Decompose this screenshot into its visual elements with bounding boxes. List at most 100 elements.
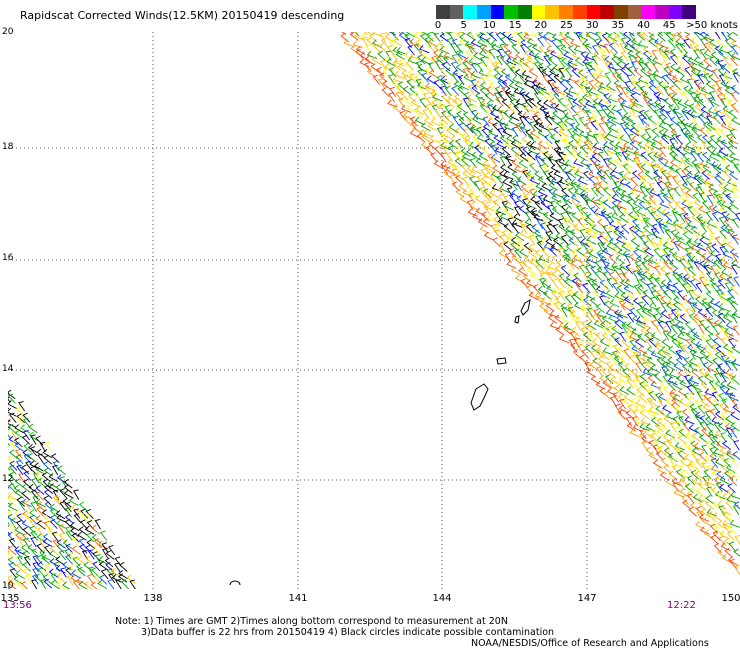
wind-barb (671, 338, 680, 349)
wind-barb (692, 350, 703, 360)
wind-barb (8, 435, 19, 445)
wind-barb (705, 306, 714, 317)
wind-barb (511, 219, 523, 228)
wind-barb (662, 361, 670, 372)
wind-barb (398, 58, 409, 67)
wind-barb (680, 187, 689, 198)
wind-barb (519, 126, 527, 137)
wind-barb (384, 56, 391, 67)
wind-barb (690, 68, 701, 78)
wind-barb (369, 32, 378, 43)
wind-barb (665, 110, 673, 121)
wind-barb (672, 211, 679, 222)
wind-barb (551, 270, 561, 281)
wind-barb (606, 146, 617, 155)
wind-barb (528, 67, 539, 78)
wind-barb (625, 39, 636, 49)
wind-barb (677, 64, 688, 73)
wind-barb (587, 61, 597, 71)
wind-barb (56, 514, 67, 523)
wind-barb (733, 564, 740, 576)
wind-barb (720, 121, 731, 131)
colorbar-swatch (682, 5, 697, 19)
wind-barb (651, 223, 660, 234)
wind-barb (708, 183, 719, 193)
wind-barb (701, 444, 708, 455)
wind-barb (605, 289, 616, 299)
wind-barb (72, 579, 80, 589)
wind-barb (576, 151, 587, 161)
wind-barb (58, 524, 66, 535)
wind-barb (443, 169, 453, 180)
wind-barb (721, 398, 729, 409)
wind-barb (605, 374, 614, 385)
wind-barb (602, 347, 613, 356)
wind-barb (600, 321, 610, 331)
wind-barb (660, 302, 668, 313)
wind-barb (428, 69, 439, 79)
wind-barb (551, 33, 562, 43)
wind-barb (695, 341, 706, 350)
wind-barb (641, 175, 652, 185)
wind-barb (8, 509, 17, 519)
wind-barb (641, 307, 652, 317)
wind-barb (518, 248, 529, 258)
wind-barb (617, 295, 627, 306)
wind-barb (516, 176, 527, 186)
wind-barb (597, 355, 608, 365)
wind-barb (663, 415, 673, 425)
wind-barb (586, 255, 597, 264)
wind-barb (592, 102, 600, 114)
wind-barb (435, 55, 445, 66)
wind-barb (582, 40, 593, 49)
wind-barb (682, 294, 691, 305)
wind-barb (672, 154, 682, 163)
wind-barb (29, 514, 38, 525)
wind-barb (395, 50, 405, 60)
wind-barb (620, 37, 628, 48)
wind-barb (668, 345, 678, 355)
wind-barb (463, 92, 472, 103)
wind-barb (513, 213, 524, 223)
wind-barb (509, 178, 520, 187)
wind-barb (28, 431, 38, 442)
wind-barb (517, 122, 528, 132)
wind-barb (440, 133, 448, 144)
wind-barb (16, 513, 25, 524)
wind-barb (480, 56, 488, 67)
wind-barb (56, 539, 66, 549)
wind-barb (592, 199, 601, 210)
wind-barb (562, 248, 571, 260)
wind-barb (559, 32, 563, 36)
wind-barb (409, 116, 418, 127)
wind-barb (545, 302, 555, 312)
wind-barb (118, 569, 128, 579)
wind-barb (662, 130, 673, 140)
wind-barb (599, 279, 609, 290)
wind-barb (517, 110, 527, 120)
wind-barb (699, 348, 709, 359)
wind-barb (727, 483, 736, 493)
wind-barb (713, 421, 721, 433)
wind-barb (570, 178, 581, 188)
wind-barb (617, 345, 628, 355)
wind-barb (609, 220, 619, 229)
wind-barb (588, 175, 598, 186)
wind-barb (343, 38, 354, 47)
wind-barb (86, 539, 96, 550)
wind-barb (576, 182, 586, 192)
wind-barb (677, 480, 686, 491)
wind-barb (557, 132, 564, 143)
wind-barb (657, 139, 667, 149)
wind-barb (421, 133, 431, 143)
wind-barb (37, 566, 46, 578)
wind-barb (460, 133, 468, 144)
wind-barb (470, 126, 478, 137)
wind-barb (414, 116, 425, 126)
wind-barb (126, 574, 136, 584)
wind-barb (655, 261, 665, 271)
wind-barb (466, 183, 475, 194)
wind-barb (443, 135, 454, 145)
wind-barb (711, 84, 719, 95)
note-line-2: 3)Data buffer is 22 hrs from 20150419 4)… (141, 627, 555, 638)
